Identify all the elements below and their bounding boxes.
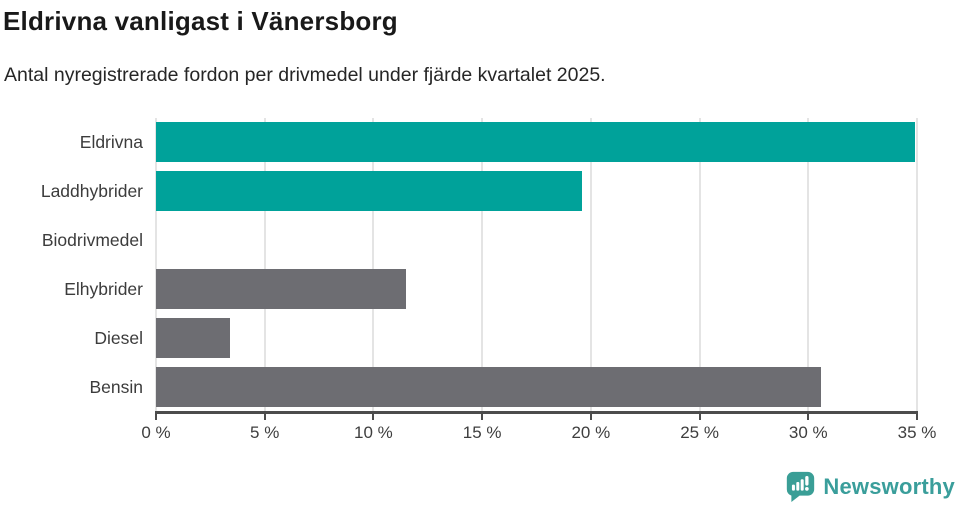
brand-name: Newsworthy: [823, 473, 955, 499]
x-axis-tick-label-15: 15 %: [462, 423, 502, 442]
category-label-laddhybrider: Laddhybrider: [40, 181, 143, 201]
category-label-bensin: Bensin: [89, 377, 143, 397]
x-axis-tick-0: [155, 414, 157, 420]
bar-laddhybrider: [156, 171, 583, 211]
chart-title: Eldrivna vanligast i Vänersborg: [3, 6, 398, 36]
gridline-20: [589, 118, 592, 412]
x-axis-tick-label-10: 10 %: [354, 423, 393, 442]
x-axis-tick-label-30: 30 %: [788, 423, 828, 442]
category-label-elhybrider: Elhybrider: [64, 279, 143, 299]
x-axis-tick-30: [807, 414, 810, 420]
x-axis-tick-label-0: 0 %: [141, 423, 171, 442]
x-axis-tick-20: [589, 414, 592, 420]
category-label-diesel: Diesel: [94, 328, 143, 348]
category-label-eldrivna: Eldrivna: [79, 132, 143, 152]
bar-bensin: [156, 367, 822, 407]
x-axis-tick-label-35: 35 %: [897, 423, 937, 442]
x-axis-tick-15: [481, 414, 484, 420]
bar-diesel: [156, 318, 230, 358]
newsworthy-chart-bubble-icon: [787, 471, 815, 502]
gridline-35: [916, 118, 918, 412]
bar-eldrivna: [156, 122, 915, 162]
gridline-0: [155, 118, 157, 412]
gridline-5: [263, 118, 266, 412]
bar-chart-plot-area: Eldrivna Laddhybrider Biodrivmedel Elhybrid…: [41, 118, 936, 442]
gridline-25: [698, 118, 701, 412]
x-axis-line: [155, 411, 918, 414]
x-axis-tick-label-5: 5 %: [250, 423, 280, 442]
gridline-30: [807, 118, 810, 412]
x-axis-tick-5: [263, 414, 266, 420]
brand-footer: Newsworthy: [785, 470, 955, 503]
x-axis-tick-label-25: 25 %: [680, 423, 719, 442]
x-axis-tick-label-20: 20 %: [571, 423, 611, 442]
gridline-15: [481, 118, 484, 412]
x-axis-tick-25: [698, 414, 701, 420]
bar-elhybrider: [156, 269, 407, 309]
category-label-biodrivmedel: Biodrivmedel: [41, 230, 143, 250]
chart-subtitle: Antal nyregistrerade fordon per drivmede…: [4, 64, 606, 86]
x-axis-tick-35: [916, 414, 918, 420]
gridline-10: [372, 118, 375, 412]
x-axis-tick-10: [372, 414, 375, 420]
